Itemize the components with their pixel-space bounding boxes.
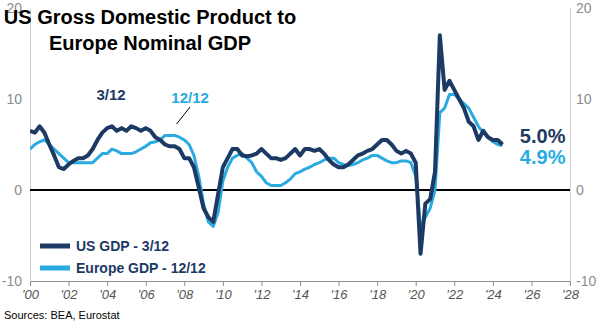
- x-tick-mark: [339, 281, 340, 286]
- y-tick-label: -10: [2, 273, 22, 289]
- y-tick: 0: [570, 182, 584, 198]
- y-tick: 10: [6, 91, 30, 107]
- x-tick-label: '20: [408, 287, 426, 302]
- title-line: Europe Nominal GDP: [49, 32, 251, 54]
- x-tick-mark: [261, 281, 262, 286]
- x-tick: '08: [176, 281, 194, 302]
- x-tick-mark: [107, 281, 108, 286]
- legend: US GDP - 3/12 Europe GDP - 12/12: [40, 238, 206, 276]
- chart: '00 '02 '04 '06 '08 '10 '12 '14 '16 '18 '20 '22 '24 '…: [0, 0, 600, 323]
- x-tick: '16: [331, 281, 349, 302]
- source: Sources: BEA, Eurostat: [4, 309, 120, 321]
- series-line: [30, 35, 503, 253]
- x-tick: '00: [22, 281, 40, 302]
- x-tick-label: '24: [485, 287, 502, 302]
- y-axis-line-left: [30, 9, 31, 282]
- x-tick-mark: [570, 281, 571, 286]
- annotation-arrow: [177, 107, 191, 124]
- y-tick-label: 10: [6, 91, 22, 107]
- x-tick-mark: [454, 281, 455, 286]
- x-tick: '14: [292, 281, 309, 302]
- x-tick: '18: [369, 281, 387, 302]
- x-tick: '24: [485, 281, 502, 302]
- x-tick-label: '00: [22, 287, 40, 302]
- legend-swatch: [40, 244, 70, 249]
- y-tick-label: 0: [576, 182, 584, 198]
- x-tick-label: '06: [138, 287, 156, 302]
- x-tick-mark: [30, 281, 31, 286]
- x-tick-mark: [69, 281, 70, 286]
- x-tick-label: '22: [446, 287, 464, 302]
- y-tick: 10: [570, 91, 592, 107]
- annotation: 5.0%: [520, 125, 566, 147]
- y-tick-label: 0: [14, 182, 22, 198]
- y-tick: 0: [14, 182, 30, 198]
- y-tick: -10: [2, 273, 30, 289]
- y-axis-line-right: [570, 9, 571, 282]
- y-tick: 20: [570, 0, 592, 16]
- annotation: 12/12: [171, 89, 209, 106]
- x-tick-label: '02: [61, 287, 79, 302]
- x-tick: '12: [253, 281, 271, 302]
- x-tick-label: '14: [292, 287, 309, 302]
- title: US Gross Domestic Product to Europe Nomin…: [4, 6, 296, 54]
- plot-area: [30, 35, 503, 253]
- x-tick-label: '18: [369, 287, 387, 302]
- x-tick-mark: [184, 281, 185, 286]
- x-tick-mark: [300, 281, 301, 286]
- x-tick: '06: [138, 281, 156, 302]
- x-tick-mark: [531, 281, 532, 286]
- x-tick-label: '28: [562, 287, 580, 302]
- title-line: US Gross Domestic Product to: [4, 6, 296, 28]
- x-tick: '10: [215, 281, 233, 302]
- x-tick: '04: [99, 281, 116, 302]
- annotation: 3/12: [96, 86, 125, 103]
- y-axis-right: -10 0 10 20: [570, 0, 596, 289]
- x-axis-line: [31, 282, 571, 287]
- x-tick: '22: [446, 281, 464, 302]
- x-tick-label: '26: [523, 287, 541, 302]
- x-tick-mark: [416, 281, 417, 286]
- legend-swatch: [40, 266, 70, 271]
- x-tick: '02: [61, 281, 79, 302]
- x-tick-label: '08: [176, 287, 194, 302]
- x-tick-mark: [223, 281, 224, 286]
- y-axis-left: -1001020: [2, 0, 31, 289]
- x-tick: '26: [523, 281, 541, 302]
- zero-line: [30, 189, 570, 191]
- y-tick-label: 10: [576, 91, 592, 107]
- annotation: 4.9%: [520, 146, 566, 168]
- y-tick: -10: [570, 273, 596, 289]
- x-tick-label: '04: [99, 287, 116, 302]
- x-tick-label: '12: [253, 287, 271, 302]
- x-tick-mark: [146, 281, 147, 286]
- legend-label: US GDP - 3/12: [76, 238, 169, 254]
- x-tick-label: '10: [215, 287, 233, 302]
- legend-label: Europe GDP - 12/12: [76, 260, 206, 276]
- x-tick-mark: [377, 281, 378, 286]
- x-tick: '20: [408, 281, 426, 302]
- y-tick-label: -10: [576, 273, 596, 289]
- x-tick-label: '16: [331, 287, 349, 302]
- x-tick-mark: [493, 281, 494, 286]
- x-axis: '00 '02 '04 '06 '08 '10 '12 '14 '16 '18 '20 '22 '24 '…: [22, 281, 580, 302]
- y-tick-label: 20: [576, 0, 592, 16]
- series-line: [30, 94, 503, 226]
